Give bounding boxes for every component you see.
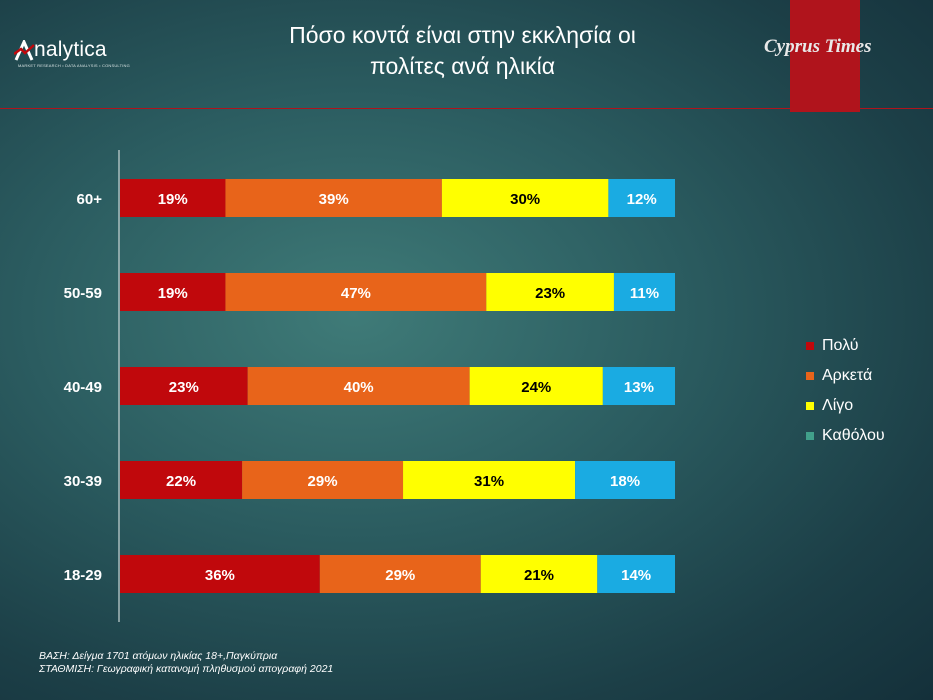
chart-title-line-2: πολίτες ανά ηλικία (369, 53, 556, 79)
bar-segment (319, 555, 481, 593)
data-label: 29% (385, 567, 415, 584)
bar-segment (469, 367, 603, 405)
bar-segment (120, 367, 248, 405)
legend-label: Αρκετά (822, 367, 873, 384)
bar-segment (403, 461, 576, 499)
data-label: 11% (630, 285, 659, 302)
bar-segment (602, 367, 675, 405)
brand-name: nalytica (34, 38, 107, 61)
legend-label: Καθόλου (822, 427, 885, 444)
bar-segment (120, 273, 226, 311)
data-label: 14% (621, 567, 651, 584)
data-label: 29% (308, 473, 338, 490)
legend-label: Λίγο (822, 397, 854, 414)
bar-segment (613, 273, 675, 311)
data-label: 36% (205, 567, 235, 584)
category-label: 18-29 (64, 567, 102, 584)
bar-segment (597, 555, 675, 593)
footnotes: ΒΑΣΗ: Δείγμα 1701 ατόμων ηλικίας 18+,Παγ… (39, 650, 333, 676)
data-label: 31% (474, 473, 504, 490)
bar-segment (120, 555, 320, 593)
legend-item: Αρκετά (806, 361, 885, 391)
newspaper-ribbon (790, 0, 860, 112)
data-label: 12% (627, 191, 657, 208)
data-label: 40% (344, 379, 374, 396)
bar-segment (225, 273, 487, 311)
data-label: 30% (510, 191, 540, 208)
legend-swatch (806, 432, 814, 440)
legend-swatch (806, 342, 814, 350)
data-label: 47% (341, 285, 371, 302)
bar-segment (120, 179, 226, 217)
data-label: 24% (521, 379, 551, 396)
category-label: 40-49 (64, 379, 102, 396)
bar-segment (480, 555, 598, 593)
category-label: 30-39 (64, 473, 102, 490)
footnote-base: ΒΑΣΗ: Δείγμα 1701 ατόμων ηλικίας 18+,Παγ… (39, 650, 278, 662)
chart-title: Πόσο κοντά είναι στην εκκλησία οι πολίτε… (220, 20, 705, 82)
data-label: 23% (169, 379, 199, 396)
bar-segment (575, 461, 675, 499)
chart-title-line-1: Πόσο κοντά είναι στην εκκλησία οι (289, 22, 636, 48)
newspaper-logo: Cyprus Times (764, 36, 872, 57)
category-label: 60+ (77, 191, 103, 208)
data-label: 19% (158, 285, 188, 302)
data-label: 21% (524, 567, 554, 584)
legend-label: Πολύ (822, 337, 859, 354)
bar-segment (486, 273, 614, 311)
data-label: 23% (535, 285, 565, 302)
data-label: 39% (319, 191, 349, 208)
bar-segment (225, 179, 442, 217)
brand-tagline: MARKET RESEARCH • DATA ANALYSIS • CONSUL… (18, 63, 130, 68)
data-label: 13% (624, 379, 654, 396)
analytica-logo-icon (14, 40, 35, 61)
bar-segment (120, 461, 243, 499)
legend-item: Λίγο (806, 391, 885, 421)
bar-segment (608, 179, 675, 217)
bar-segment (441, 179, 609, 217)
analytica-logo: nalytica MARKET RESEARCH • DATA ANALYSIS… (14, 36, 134, 76)
category-label: 50-59 (64, 285, 102, 302)
data-label: 22% (166, 473, 196, 490)
legend: Πολύ Αρκετά Λίγο Καθόλου (806, 331, 885, 451)
legend-swatch (806, 372, 814, 380)
legend-item: Καθόλου (806, 421, 885, 451)
bar-segment (247, 367, 470, 405)
footnote-weighting: ΣΤΑΘΜΙΣΗ: Γεωγραφική κατανομή πληθυσμού … (39, 663, 334, 675)
legend-swatch (806, 402, 814, 410)
header-divider (0, 108, 933, 109)
legend-item: Πολύ (806, 331, 885, 361)
bar-segment (242, 461, 404, 499)
data-label: 18% (610, 473, 640, 490)
data-label: 19% (158, 191, 188, 208)
